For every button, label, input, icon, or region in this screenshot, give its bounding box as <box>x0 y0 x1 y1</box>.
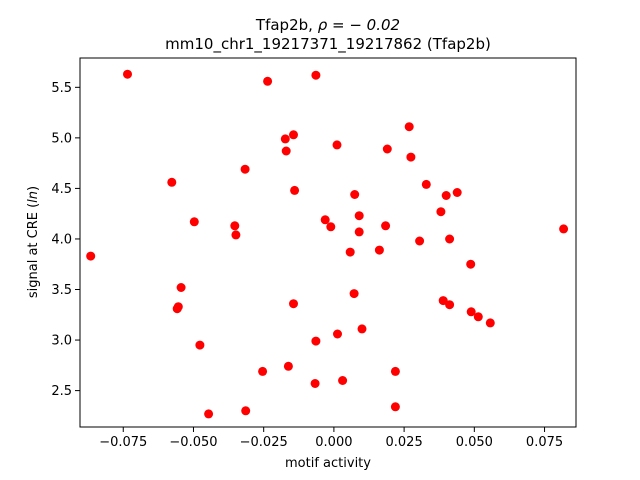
x-tick-label: 0.025 <box>386 435 423 450</box>
data-point <box>445 234 455 244</box>
data-point <box>332 140 342 150</box>
data-point <box>345 247 355 257</box>
data-point <box>415 236 425 246</box>
data-point <box>204 409 214 419</box>
x-tick-label: 0.075 <box>526 435 563 450</box>
chart-title-line-2: mm10_chr1_19217371_19217862 (Tfap2b) <box>165 35 491 54</box>
data-point <box>230 221 240 231</box>
x-tick-label: −0.050 <box>169 435 217 450</box>
x-tick-label: 0.000 <box>315 435 352 450</box>
data-point <box>167 177 177 187</box>
data-point <box>381 221 391 231</box>
data-point <box>289 130 298 140</box>
data-point <box>240 164 250 174</box>
data-point <box>485 318 495 328</box>
x-tick-label: 0.050 <box>456 435 493 450</box>
x-tick-label: −0.075 <box>99 435 147 450</box>
data-point <box>258 366 268 376</box>
data-point <box>289 299 298 309</box>
y-tick-label: 3.0 <box>51 334 72 349</box>
data-point <box>559 224 569 234</box>
y-axis-label: signal at CRE (ln) <box>26 186 41 298</box>
data-point <box>441 191 451 200</box>
data-point <box>354 211 364 221</box>
data-point <box>195 340 205 350</box>
data-point <box>421 179 431 189</box>
data-point <box>354 227 364 237</box>
data-point <box>281 146 291 156</box>
data-point <box>390 402 400 412</box>
data-point <box>241 406 251 416</box>
data-point <box>189 217 199 227</box>
data-point <box>283 361 293 371</box>
data-point <box>263 76 273 86</box>
data-point <box>350 190 360 199</box>
y-tick-label: 4.5 <box>51 182 72 197</box>
x-ticks: −0.075 −0.050 −0.025 0.000 0.025 0.050 0.075 <box>99 427 563 450</box>
data-point <box>466 307 476 317</box>
data-point <box>310 379 320 388</box>
data-point <box>173 302 183 312</box>
x-tick-label: −0.025 <box>240 435 288 450</box>
data-point <box>390 366 400 376</box>
data-point <box>473 312 483 322</box>
y-tick-label: 4.0 <box>51 232 72 247</box>
points-layer <box>86 69 569 419</box>
y-tick-label: 3.5 <box>51 283 72 298</box>
data-point <box>438 296 448 306</box>
y-tick-label: 2.5 <box>51 384 72 399</box>
data-point <box>86 251 96 261</box>
plot-frame <box>79 57 577 428</box>
data-point <box>320 215 330 225</box>
data-point <box>280 134 290 144</box>
data-point <box>436 207 446 217</box>
data-point <box>231 230 241 240</box>
data-point <box>452 188 462 197</box>
data-point <box>349 289 359 299</box>
y-tick-label: 5.0 <box>51 131 72 146</box>
data-point <box>123 69 132 79</box>
x-axis-label: motif activity <box>285 456 371 471</box>
data-point <box>311 70 321 80</box>
y-ticks: 2.5 3.0 3.5 4.0 4.5 5.0 5.5 <box>51 81 80 399</box>
data-point <box>404 122 414 132</box>
data-point <box>374 245 384 255</box>
data-point <box>176 283 186 292</box>
data-point <box>290 185 300 195</box>
data-point <box>333 329 342 339</box>
data-point <box>311 336 321 346</box>
data-point <box>382 144 392 154</box>
data-point <box>445 300 455 310</box>
data-point <box>466 259 476 269</box>
data-point <box>338 376 348 385</box>
data-point <box>326 222 336 232</box>
data-point <box>406 152 416 162</box>
chart-title-line-1: Tfap2b, ρ = − 0.02 <box>255 16 400 34</box>
y-tick-label: 5.5 <box>51 81 72 96</box>
data-point <box>357 324 367 334</box>
